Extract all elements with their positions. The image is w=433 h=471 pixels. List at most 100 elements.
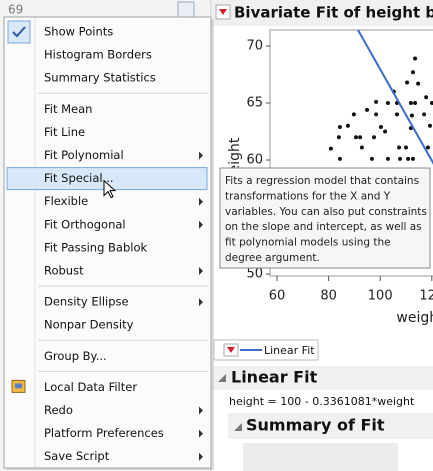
disclosure-icon[interactable]	[234, 423, 242, 431]
menu-item[interactable]: Show Points	[44, 25, 113, 39]
data-point	[369, 156, 374, 161]
plot-area	[328, 30, 433, 165]
menu-item[interactable]: Fit Passing Bablok	[44, 240, 147, 254]
data-point	[378, 124, 383, 129]
data-point	[424, 95, 429, 100]
menu-item[interactable]: Flexible	[44, 194, 88, 208]
data-point	[336, 135, 341, 140]
summary-table	[243, 443, 398, 471]
data-point	[394, 112, 399, 117]
menu-item[interactable]: Redo	[44, 403, 73, 417]
menu-item[interactable]: Save Script	[44, 449, 110, 463]
data-point	[405, 80, 410, 85]
section-title: Summary of Fit	[246, 416, 385, 435]
fit-equation: height = 100 - 0.3361081*weight	[229, 395, 415, 408]
data-point	[337, 124, 342, 129]
tooltip-line: on the slope and intercept, as well as	[225, 221, 422, 233]
menu-item[interactable]: Histogram Borders	[44, 48, 152, 62]
data-point	[406, 156, 411, 161]
data-point	[416, 81, 421, 86]
context-menu	[3, 16, 212, 469]
data-point	[365, 107, 370, 112]
report-title: Bivariate Fit of height by weight	[234, 4, 433, 22]
submenu-arrow	[199, 429, 203, 438]
menu-item[interactable]: Platform Preferences	[44, 426, 164, 440]
red-triangle	[219, 9, 227, 15]
data-point	[353, 135, 358, 140]
x-tick-label: 80	[320, 289, 337, 304]
data-point	[374, 112, 379, 117]
menu-item[interactable]: Fit Mean	[44, 102, 92, 116]
data-point	[430, 101, 433, 105]
data-point	[413, 101, 418, 105]
y-tick-label: 50	[246, 267, 263, 282]
data-point	[358, 135, 363, 140]
x-tick-label: 100	[368, 289, 393, 304]
x-tick-label: 120	[419, 289, 433, 304]
tooltip-line: fit polynomial models using the	[225, 237, 391, 249]
menu-item[interactable]: Fit Special...	[44, 171, 114, 185]
data-point	[422, 112, 427, 117]
data-point	[359, 145, 364, 150]
data-point	[409, 113, 414, 118]
submenu-arrow	[199, 406, 203, 415]
data-point	[404, 145, 408, 150]
disclosure-icon[interactable]	[218, 374, 226, 382]
menu-item[interactable]: Fit Line	[44, 125, 85, 139]
x-tick-label: 60	[269, 289, 286, 304]
menu-item[interactable]: Fit Orthogonal	[44, 217, 126, 231]
red-triangle	[227, 347, 235, 353]
legend-label: Linear Fit	[264, 344, 315, 357]
data-point	[328, 146, 333, 151]
data-point	[372, 135, 377, 140]
submenu-arrow	[199, 452, 203, 461]
submenu-arrow	[199, 267, 203, 275]
data-point	[383, 129, 388, 134]
menu-item[interactable]: Fit Polynomial	[44, 148, 124, 162]
y-tick-label: 70	[246, 39, 263, 54]
data-point	[410, 70, 415, 75]
tooltip-line: Fits a regression model that contains	[225, 175, 419, 187]
data-point	[351, 112, 356, 117]
row-number: 69	[8, 3, 23, 17]
section-title: Linear Fit	[231, 368, 318, 387]
data-point	[427, 123, 432, 128]
mouse-cursor	[103, 179, 117, 199]
submenu-arrow	[199, 151, 203, 160]
data-point	[337, 156, 342, 161]
report: Bivariate Fit of height by weight height…	[212, 0, 433, 471]
menu-item[interactable]: Density Ellipse	[44, 295, 129, 309]
x-axis-label: weight	[396, 310, 433, 326]
fit-line	[357, 30, 433, 165]
y-tick-label: 60	[246, 153, 263, 168]
data-point	[385, 156, 390, 161]
section-header	[212, 366, 433, 390]
plot-frame	[269, 29, 433, 277]
menu-item[interactable]: Nonpar Density	[44, 318, 134, 332]
data-point	[398, 156, 403, 161]
submenu-arrow	[199, 220, 203, 229]
toolbar-icon[interactable]	[177, 1, 195, 19]
data-point	[374, 99, 379, 104]
menu-item[interactable]: Robust	[44, 264, 84, 278]
check-mark	[12, 26, 26, 38]
tooltip-line: transformations for the X and Y	[225, 190, 391, 202]
section-header	[228, 413, 433, 439]
data-point	[410, 156, 415, 161]
tooltip-text: Fits a regression model that contains tra…	[225, 175, 427, 264]
menu-item[interactable]: Local Data Filter	[44, 380, 137, 394]
submenu-arrow	[199, 197, 203, 206]
check-box	[7, 20, 31, 44]
data-point	[345, 123, 350, 128]
data-point	[385, 101, 390, 105]
data-point	[408, 101, 413, 105]
tooltip-line: degree argument.	[225, 252, 320, 264]
filter-icon-inner	[15, 383, 22, 389]
data-point	[413, 56, 418, 61]
menu-items: Show Points Histogram Borders Summary Stat…	[6, 20, 208, 463]
menu-item[interactable]: Summary Statistics	[44, 71, 156, 85]
menu-item[interactable]: Group By...	[44, 349, 107, 363]
data-point	[397, 145, 402, 150]
